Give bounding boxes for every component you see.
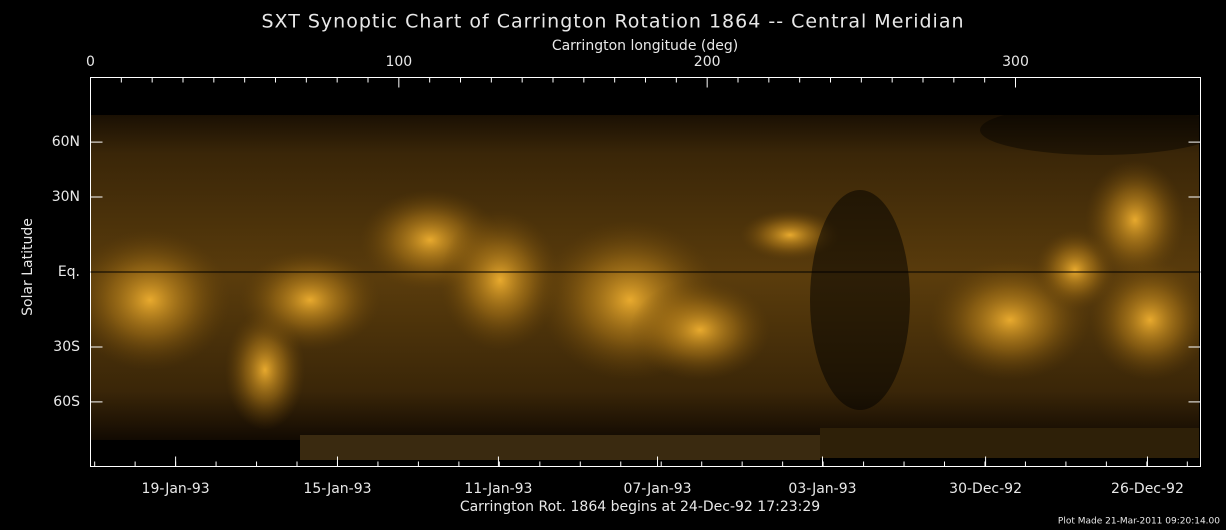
y-tick-label: 60N: [52, 134, 80, 150]
y-tick-label: Eq.: [58, 264, 80, 280]
date-tick-label: 26-Dec-92: [1111, 481, 1184, 497]
date-tick-label: 30-Dec-92: [949, 481, 1022, 497]
footnote: Plot Made 21-Mar-2011 09:20:14.00: [1058, 517, 1220, 527]
x-axis-label: Carrington Rot. 1864 begins at 24-Dec-92…: [460, 499, 820, 515]
top-tick-label: 0: [86, 54, 95, 70]
date-tick-label: 19-Jan-93: [142, 481, 210, 497]
top-axis-label: Carrington longitude (deg): [552, 38, 738, 54]
date-tick-label: 03-Jan-93: [788, 481, 856, 497]
synoptic-image: [91, 105, 1199, 460]
date-tick-label: 15-Jan-93: [303, 481, 371, 497]
y-tick-label: 60S: [53, 394, 80, 410]
date-tick-label: 07-Jan-93: [623, 481, 691, 497]
y-tick-label: 30N: [52, 189, 80, 205]
y-tick-label: 30S: [53, 339, 80, 355]
top-tick-label: 300: [1002, 54, 1029, 70]
date-tick-label: 11-Jan-93: [464, 481, 532, 497]
top-tick-label: 200: [694, 54, 721, 70]
y-axis-label: Solar Latitude: [20, 218, 36, 316]
chart-title: SXT Synoptic Chart of Carrington Rotatio…: [261, 11, 964, 33]
top-tick-label: 100: [385, 54, 412, 70]
